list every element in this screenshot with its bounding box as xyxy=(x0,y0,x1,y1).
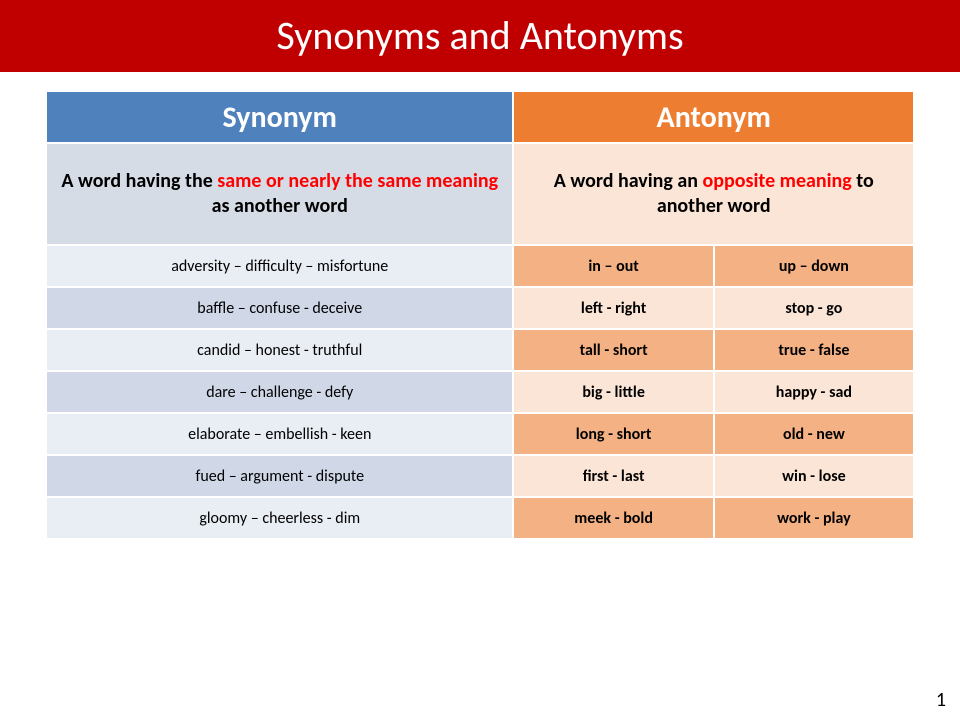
header-synonym: Synonym xyxy=(47,92,512,142)
header-antonym: Antonym xyxy=(514,92,913,142)
synonym-cell: elaborate – embellish - keen xyxy=(47,414,512,454)
table-row: adversity – difficulty – misfortunein – … xyxy=(47,246,913,286)
synonym-cell: dare – challenge - defy xyxy=(47,372,512,412)
table-row: baffle – confuse - deceiveleft - rightst… xyxy=(47,288,913,328)
synonym-cell: baffle – confuse - deceive xyxy=(47,288,512,328)
antonym-cell-2: stop - go xyxy=(715,288,913,328)
def-em: opposite meaning xyxy=(703,169,852,193)
table-row: candid – honest - truthfultall - shorttr… xyxy=(47,330,913,370)
antonym-cell-2: true - false xyxy=(715,330,913,370)
antonym-cell-1: meek - bold xyxy=(514,498,712,538)
antonym-definition: A word having an opposite meaning to ano… xyxy=(514,144,913,244)
def-pre: A word having an xyxy=(554,169,703,193)
antonym-cell-1: left - right xyxy=(514,288,712,328)
table-row: gloomy – cheerless - dimmeek - boldwork … xyxy=(47,498,913,538)
synonym-cell: gloomy – cheerless - dim xyxy=(47,498,512,538)
antonym-cell-2: work - play xyxy=(715,498,913,538)
synonym-antonym-table: Synonym Antonym A word having the same o… xyxy=(45,90,915,540)
antonym-cell-1: long - short xyxy=(514,414,712,454)
antonym-cell-2: old - new xyxy=(715,414,913,454)
table-row: dare – challenge - defybig - littlehappy… xyxy=(47,372,913,412)
antonym-cell-2: win - lose xyxy=(715,456,913,496)
page-number: 1 xyxy=(936,688,946,712)
antonym-cell-1: tall - short xyxy=(514,330,712,370)
antonym-cell-1: first - last xyxy=(514,456,712,496)
synonym-cell: adversity – difficulty – misfortune xyxy=(47,246,512,286)
antonym-cell-1: in – out xyxy=(514,246,712,286)
antonym-cell-2: up – down xyxy=(715,246,913,286)
antonym-cell-2: happy - sad xyxy=(715,372,913,412)
synonym-cell: candid – honest - truthful xyxy=(47,330,512,370)
antonym-cell-1: big - little xyxy=(514,372,712,412)
def-pre: A word having the xyxy=(61,169,217,193)
def-em: same or nearly the same meaning xyxy=(217,169,498,193)
table-row: elaborate – embellish - keenlong - short… xyxy=(47,414,913,454)
table-body: A word having the same or nearly the sam… xyxy=(47,144,913,538)
content-table-wrap: Synonym Antonym A word having the same o… xyxy=(45,90,915,540)
synonym-cell: fued – argument - dispute xyxy=(47,456,512,496)
synonym-definition: A word having the same or nearly the sam… xyxy=(47,144,512,244)
table-row: fued – argument - disputefirst - lastwin… xyxy=(47,456,913,496)
def-post: as another word xyxy=(212,194,348,218)
slide-title: Synonyms and Antonyms xyxy=(0,0,960,72)
